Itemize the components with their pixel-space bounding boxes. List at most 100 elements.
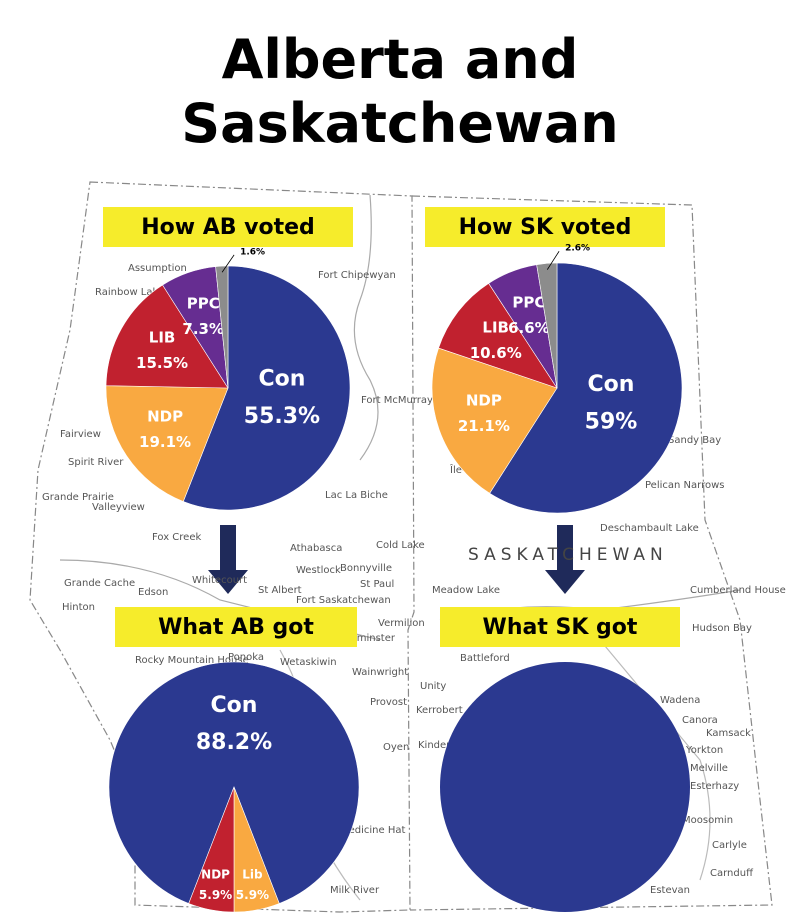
map-label: Hudson Bay	[692, 623, 752, 634]
map-label: Ponoka	[228, 652, 264, 663]
value-label: 55.3%	[244, 404, 320, 429]
value-label: 88.2%	[196, 730, 272, 755]
map-label: Milk River	[330, 885, 380, 896]
value-label: 21.1%	[458, 417, 510, 435]
map-label: Oyen	[383, 742, 409, 753]
map-label: Sandy Bay	[668, 435, 721, 446]
map-label: Provost	[370, 697, 407, 708]
map-label: Fort Saskatchewan	[296, 595, 391, 606]
map-label: Battleford	[460, 653, 510, 664]
map-label: Estevan	[650, 885, 690, 896]
pie-slice	[438, 282, 558, 389]
map-label: Wetaskiwin	[280, 657, 337, 668]
map-label: Esterhazy	[690, 781, 739, 792]
chart-title: How AB voted	[141, 215, 315, 240]
map-label: Lloydminster	[330, 633, 396, 644]
map-label: Fox Creek	[152, 532, 201, 543]
map-label: Assumption	[128, 263, 187, 274]
map-label: Vermilion	[378, 618, 425, 629]
value-label: 19.1%	[139, 433, 191, 451]
value-label: 1.6%	[240, 247, 265, 257]
value-label: 7.3%	[182, 320, 224, 338]
title-box	[440, 607, 680, 647]
value-label: 10.6%	[470, 344, 522, 362]
map-label: Canora	[682, 715, 718, 726]
map-label: Bonnyville	[340, 563, 392, 574]
pie-slice	[440, 662, 690, 912]
map-label: Whitecourt	[192, 575, 247, 586]
map-label: Melville	[690, 763, 728, 774]
category-label: LIB	[482, 318, 509, 336]
leader-line	[221, 254, 235, 273]
category-label: PPC	[187, 294, 220, 312]
map-label: Fairview	[60, 429, 101, 440]
map-label: Moosomin	[682, 815, 733, 826]
pie-slice	[536, 262, 558, 389]
chart-title: How SK voted	[459, 215, 632, 240]
leader-line	[546, 251, 560, 270]
map-labels: Assumption Rainbow Lake Fort Chipewyan Fort…	[42, 225, 786, 896]
pie-slice	[182, 265, 351, 511]
map-label: Cumberland House	[690, 585, 786, 596]
category-label: NDP	[466, 391, 502, 409]
map-label: Lac La Biche	[325, 490, 388, 501]
map-label: Fort McMurray	[361, 395, 433, 406]
pie-slice	[431, 347, 558, 494]
map-label: St Paul	[360, 579, 394, 590]
arrows	[208, 525, 585, 594]
map-label: Pelican Narrows	[645, 480, 724, 491]
map-label: Meadow Lake	[432, 585, 500, 596]
map-label: Kamsack	[706, 728, 751, 739]
map-label: Athabasca	[290, 543, 342, 554]
map-label: Kerrobert	[416, 705, 463, 716]
category-label: NDP	[147, 408, 183, 426]
map-label: Edson	[138, 587, 168, 598]
value-label: 5.9%	[199, 888, 232, 902]
map-label: Spirit River	[68, 457, 124, 468]
value-label: 5.9%	[236, 888, 269, 902]
map-label: Carnduff	[710, 868, 754, 879]
pie-slice	[105, 284, 229, 389]
map-label: Carlyle	[712, 840, 747, 851]
map-label: Yorkton	[685, 745, 723, 756]
map-label: Rainbow Lake	[95, 287, 164, 298]
map-label: Rocky Mountain House	[135, 655, 249, 666]
map-label: Grande Prairie	[42, 492, 114, 503]
category-label: NDP	[201, 868, 230, 882]
map-label: SASKATCHEWAN	[468, 545, 668, 565]
title-box	[103, 207, 353, 247]
chart-title: What SK got	[483, 615, 638, 640]
map-label: Westlock	[296, 565, 341, 576]
title-box	[115, 607, 357, 647]
map-label: Wainwright	[352, 667, 408, 678]
map-label: Deschambault Lake	[600, 523, 699, 534]
chart-title: What AB got	[158, 615, 314, 640]
map-label: Cold Lake	[376, 540, 425, 551]
title-box	[425, 207, 665, 247]
map-label: Hinton	[62, 602, 95, 613]
pie-slice	[489, 262, 683, 514]
map-label: Wadena	[660, 695, 700, 706]
category-label: PPC	[512, 294, 545, 312]
category-label: Con	[588, 372, 635, 397]
pie-slice	[105, 385, 229, 502]
pie-slice	[108, 661, 360, 904]
value-label: 2.6%	[565, 244, 590, 254]
map-label: Grande Cache	[64, 578, 135, 589]
map-label: Medicine Hat	[340, 825, 405, 836]
category-label: Con	[258, 367, 305, 392]
value-label: 15.5%	[136, 354, 188, 372]
map-label: St Albert	[258, 585, 302, 596]
value-label: 59%	[585, 409, 638, 434]
map-label: Kindersley	[418, 740, 470, 751]
category-label: Con	[211, 693, 258, 718]
map-label: Valleyview	[92, 502, 145, 513]
page-title: Alberta and Saskatchewan	[181, 28, 619, 155]
category-label: Lib	[242, 868, 263, 882]
map-label: Fort Chipewyan	[318, 270, 396, 281]
category-label: LIB	[149, 329, 176, 347]
pie-slice	[188, 786, 235, 913]
map-label: Unity	[420, 681, 446, 692]
